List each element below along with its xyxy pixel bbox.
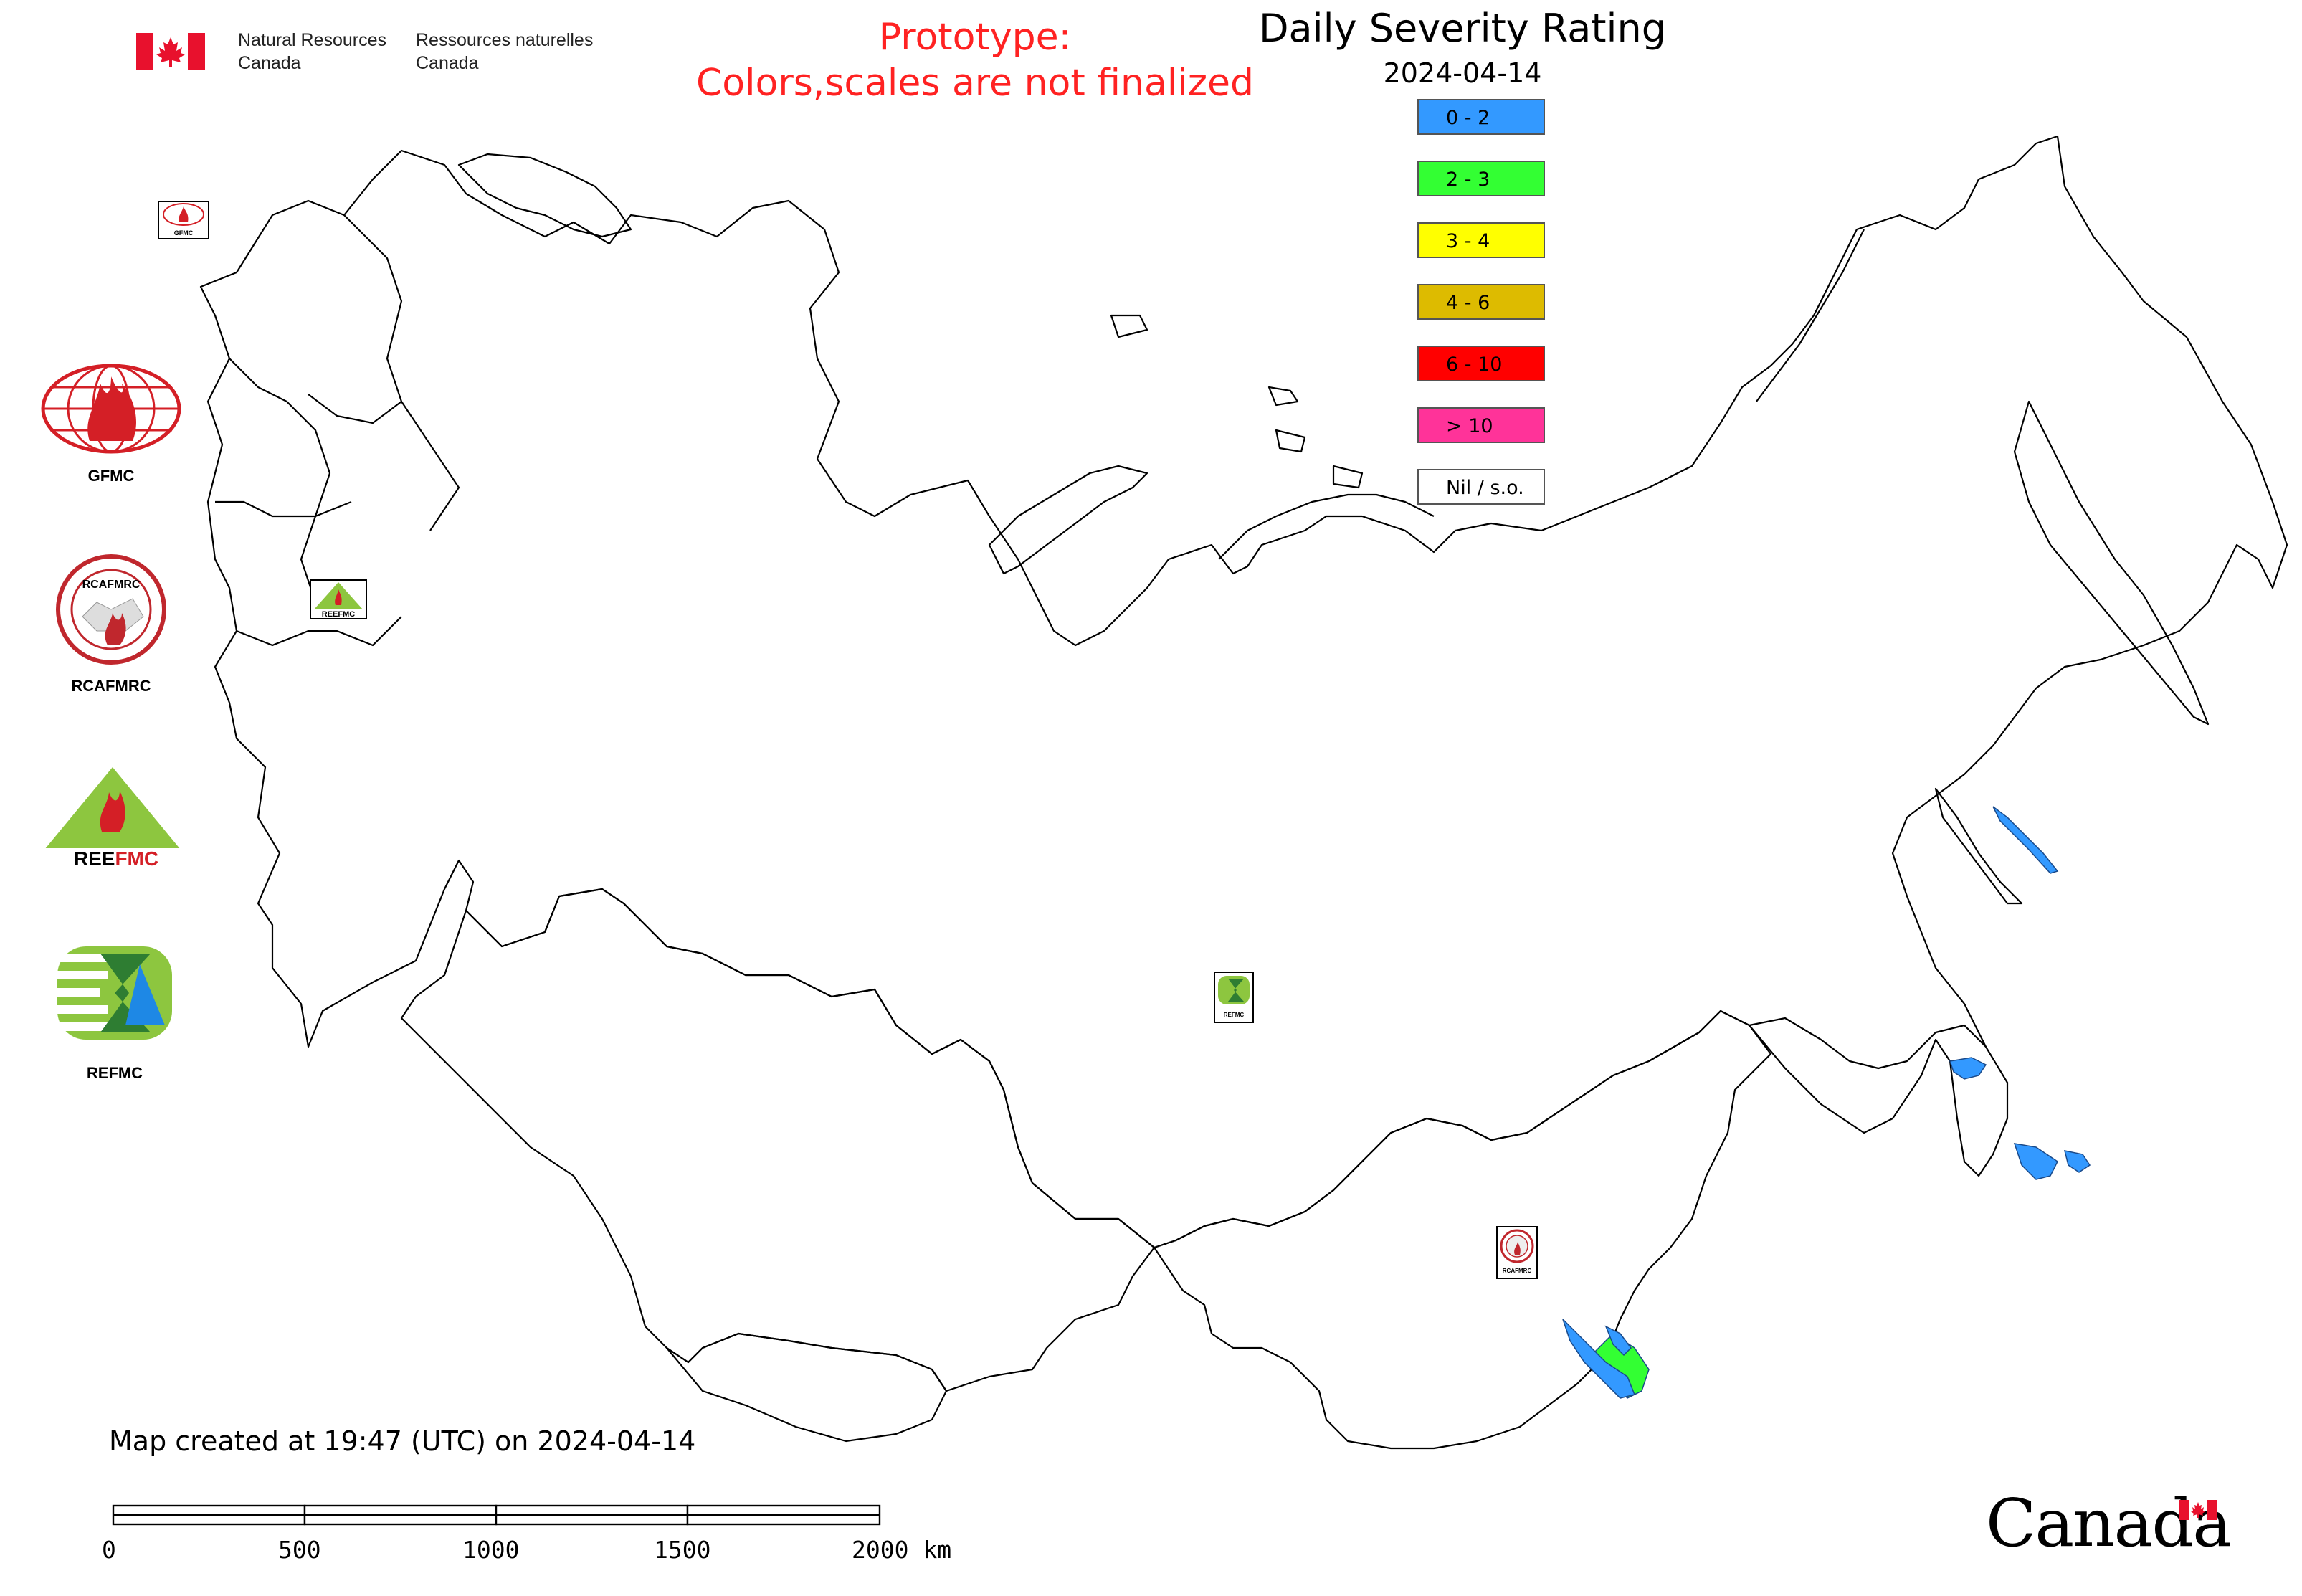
- nrcan-french-line1: Ressources naturelles: [416, 30, 594, 50]
- rcafmrc-small-label: RCAFMRC: [1502, 1268, 1532, 1274]
- severity-patch-sakhalin: [1992, 806, 2059, 874]
- west-internal-1: [215, 500, 352, 518]
- severity-patch-amur: [1949, 1057, 1987, 1080]
- baltic-internal: [229, 358, 331, 603]
- northwest-internal: [343, 214, 460, 531]
- rcafmrc-seal-icon: RCAFMRC: [56, 554, 166, 665]
- scale-label-2000-km: 2000 km: [852, 1536, 952, 1564]
- scale-bar: [112, 1504, 881, 1526]
- reefmc-small-label: REEFMC: [322, 610, 356, 618]
- gfmc-map-marker[interactable]: GFMC: [158, 201, 209, 239]
- nrcan-english-line2: Canada: [238, 53, 301, 73]
- map-date: 2024-04-14: [1383, 57, 1542, 89]
- severity-patch-mongolia-blue-2: [1604, 1325, 1632, 1357]
- legend-item-4-6: 4 - 6: [1417, 284, 1545, 320]
- legend-label: 2 - 3: [1446, 168, 1490, 191]
- canada-flag-icon: [136, 33, 205, 70]
- legend-item-nil: Nil / s.o.: [1417, 469, 1545, 505]
- severity-patch-mongolia-blue: [1562, 1319, 1636, 1399]
- prototype-line1: Prototype:: [878, 16, 1072, 59]
- legend-item-6-10: 6 - 10: [1417, 346, 1545, 381]
- severity-polygons: [1562, 806, 2091, 1399]
- legend-item-over-10: > 10: [1417, 407, 1545, 443]
- reefmc-map-marker[interactable]: REEFMC: [310, 579, 367, 619]
- prototype-notice: Prototype: Colors,scales are not finaliz…: [645, 14, 1305, 106]
- gfmc-label: GFMC: [87, 467, 135, 485]
- mongolia-outline: [1153, 1010, 1772, 1450]
- map-title: Daily Severity Rating: [1258, 6, 1667, 51]
- novaya-zemlya: [988, 465, 1148, 575]
- reefmc-wordmark: REEFMC: [74, 847, 158, 870]
- severity-patch-primorye-1: [2013, 1143, 2058, 1180]
- reefmc-triangle-icon: REEFMC: [41, 767, 191, 870]
- svg-text:RCAFMRC: RCAFMRC: [82, 579, 141, 591]
- legend-label: > 10: [1446, 415, 1493, 437]
- nrcan-signature[interactable]: Natural Resources Canada Ressources natu…: [136, 29, 595, 79]
- nrcan-french-line2: Canada: [416, 53, 479, 73]
- refmc-label: REFMC: [86, 1064, 143, 1082]
- nrcan-english-line1: Natural Resources: [238, 30, 387, 50]
- legend-label: 4 - 6: [1446, 292, 1490, 314]
- country-borders: [199, 135, 2288, 1450]
- refmc-map-marker[interactable]: REFMC: [1214, 972, 1254, 1023]
- scale-label-1000: 1000: [462, 1536, 520, 1564]
- canada-wordmark-text: Canada: [1986, 1485, 2232, 1562]
- kazakhstan-outline: [400, 888, 1156, 1392]
- refmc-small-label: REFMC: [1223, 1012, 1245, 1018]
- taimyr-coast: [1218, 493, 1435, 560]
- sakhalin-outline: [1934, 787, 2023, 905]
- amur-border: [1749, 1017, 1987, 1070]
- rcafmrc-map-marker[interactable]: RCAFMRC: [1496, 1226, 1538, 1279]
- chukotka-coast: [1756, 229, 1865, 402]
- refmc-sigma-icon: [57, 946, 172, 1040]
- scale-label-500: 500: [278, 1536, 321, 1564]
- rcafmrc-small-icon: [1500, 1229, 1534, 1263]
- central-asia-outline: [665, 1332, 948, 1443]
- west-internal-3: [308, 394, 402, 424]
- gfmc-logo[interactable]: GFMC: [39, 362, 183, 485]
- gfmc-globe-flame-icon: [41, 364, 181, 454]
- canada-wordmark-flag-icon: [2179, 1500, 2217, 1520]
- map-created-timestamp: Map created at 19:47 (UTC) on 2024-04-14: [109, 1425, 696, 1457]
- legend-label: 0 - 2: [1446, 107, 1490, 129]
- scale-label-0: 0: [102, 1536, 116, 1564]
- reefmc-small-icon: REEFMC: [314, 582, 363, 619]
- refmc-logo[interactable]: REFMC: [57, 946, 172, 1097]
- canada-wordmark[interactable]: Canada: [1986, 1484, 2232, 1563]
- legend-label: 3 - 4: [1446, 230, 1490, 252]
- legend-label: Nil / s.o.: [1446, 477, 1524, 499]
- legend-item-3-4: 3 - 4: [1417, 222, 1545, 258]
- gfmc-small-icon: [163, 203, 204, 226]
- rcafmrc-logo[interactable]: RCAFMRC RCAFMRC: [54, 552, 168, 695]
- region-outline: [199, 135, 2288, 1249]
- severity-patch-primorye-2: [2063, 1150, 2091, 1173]
- refmc-small-icon: [1218, 976, 1250, 1004]
- rcafmrc-label: RCAFMRC: [71, 677, 151, 695]
- kamchatka-outline: [2013, 400, 2210, 726]
- legend-item-0-2: 0 - 2: [1417, 99, 1545, 135]
- gfmc-small-label: GFMC: [173, 229, 194, 237]
- north-islands: [1110, 314, 1364, 489]
- legend-item-2-3: 2 - 3: [1417, 161, 1545, 196]
- reefmc-logo[interactable]: REEFMC: [37, 764, 195, 871]
- scale-label-1500: 1500: [654, 1536, 711, 1564]
- prototype-line2: Colors,scales are not finalized: [695, 62, 1255, 105]
- kola-outline: [457, 153, 632, 238]
- west-internal-2: [236, 616, 402, 647]
- legend-label: 6 - 10: [1446, 353, 1503, 376]
